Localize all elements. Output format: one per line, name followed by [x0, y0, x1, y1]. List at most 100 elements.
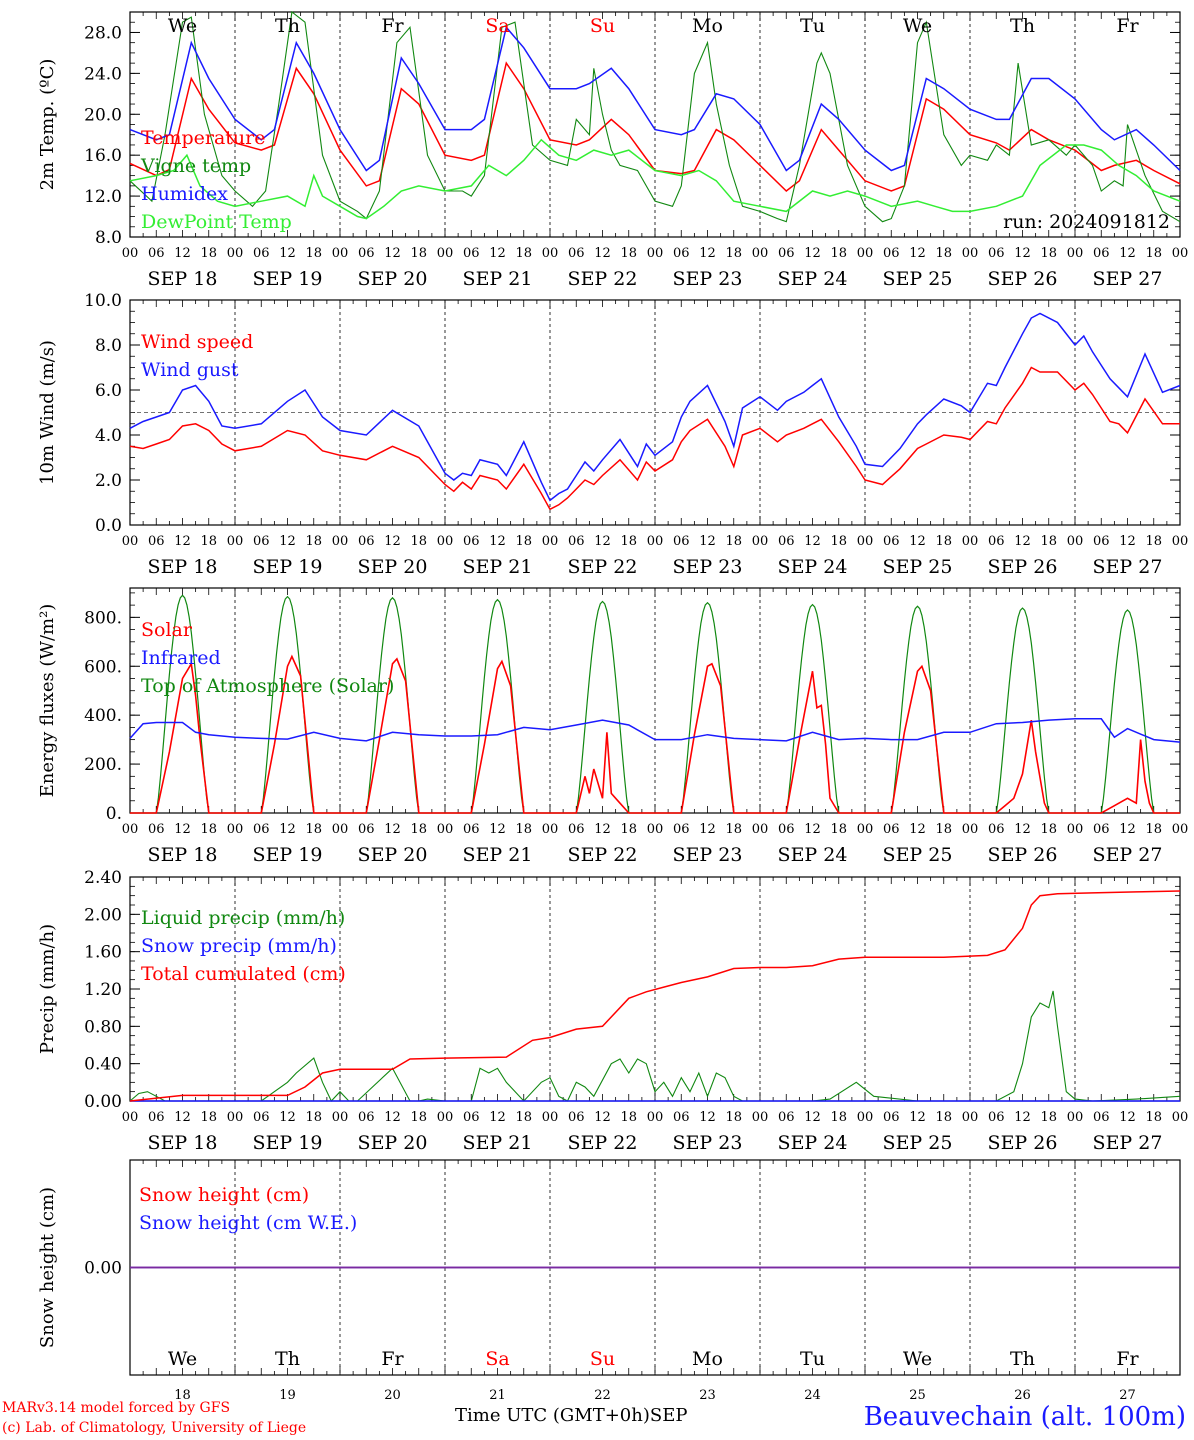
panel-2-hour-label: 12 [699, 822, 716, 837]
panel-0-hour-label: 18 [515, 246, 532, 261]
panel-1-hour-label: 06 [778, 534, 795, 549]
panel-4-y-tick-label: 0.00 [84, 1259, 122, 1279]
panel-1-hour-label: 18 [725, 534, 742, 549]
panel-3-hour-label: 12 [384, 1110, 401, 1125]
bottom-weekday-label: We [903, 1348, 932, 1370]
panel-0-hour-label: 18 [200, 246, 217, 261]
panel-4-legend-entry: Snow height (cm) [139, 1184, 309, 1206]
panel-2-hour-label: 00 [857, 822, 874, 837]
bottom-weekday-label: Fr [381, 1348, 404, 1370]
panel-2-hour-label: 06 [148, 822, 165, 837]
top-weekday-label: Th [275, 15, 300, 37]
panel-0-y-tick-label: 8.0 [95, 228, 122, 248]
panel-0-legend-entry: Vigne temp [140, 155, 251, 177]
panel-1-y-tick-label: 0.0 [95, 516, 122, 536]
panel-0-hour-label: 06 [358, 246, 375, 261]
solar-line-day-4 [550, 732, 655, 814]
panel-2-hour-label: 06 [358, 822, 375, 837]
panel-2-hour-label: 00 [227, 822, 244, 837]
panel-2-hour-label: 18 [1145, 822, 1162, 837]
panel-1-hour-label: 18 [305, 534, 322, 549]
panel-0-hour-label: 00 [332, 246, 349, 261]
panel-3-hour-label: 00 [122, 1110, 139, 1125]
panel-2-legend-entry: Top of Atmosphere (Solar) [141, 675, 394, 697]
solar-line-day-9 [1075, 739, 1180, 814]
month-label: SEP [649, 1405, 688, 1426]
panel-1-hour-label: 18 [410, 534, 427, 549]
solar-line-day-0 [130, 661, 235, 814]
panel-3-hour-label: 06 [148, 1110, 165, 1125]
panel-2-y-tick-label: 800. [84, 608, 122, 628]
panel-2-hour-label: 12 [384, 822, 401, 837]
bottom-day-number: 20 [384, 1388, 401, 1403]
panel-3-hour-label: 00 [1067, 1110, 1084, 1125]
panel-0-date-label: SEP 24 [778, 268, 848, 290]
panel-0-hour-label: 00 [1067, 246, 1084, 261]
panel-2-hour-label: 00 [542, 822, 559, 837]
station-label: Beauvechain (alt. 100m) [863, 1402, 1186, 1432]
panel-3-y-tick-label: 0.80 [84, 1017, 122, 1037]
panel-0-hour-label: 18 [1145, 246, 1162, 261]
panel-2-hour-label: 00 [1067, 822, 1084, 837]
panel-3-date-label: SEP 26 [988, 1132, 1058, 1154]
panel-2-hour-label: 06 [568, 822, 585, 837]
bottom-day-number: 21 [489, 1388, 506, 1403]
panel-3-y-tick-label: 0.40 [84, 1055, 122, 1075]
panel-3-date-label: SEP 21 [463, 1132, 533, 1154]
panel-1-date-label: SEP 20 [358, 556, 428, 578]
panel-0-hour-label: 12 [384, 246, 401, 261]
top-weekday-label: Sa [485, 15, 509, 37]
panel-2-hour-label: 18 [830, 822, 847, 837]
bottom-day-number: 22 [594, 1388, 611, 1403]
panel-2-hour-label: 00 [332, 822, 349, 837]
panel-2-hour-label: 00 [752, 822, 769, 837]
panel-3-hour-label: 00 [542, 1110, 559, 1125]
panel-3-y-label: Precip (mm/h) [37, 924, 58, 1054]
panel-0-hour-label: 12 [489, 246, 506, 261]
toa-solar-line-day-2 [340, 596, 445, 814]
panel-2-hour-label: 18 [1040, 822, 1057, 837]
panel-0-date-label: SEP 21 [463, 268, 533, 290]
panel-2-date-label: SEP 21 [463, 844, 533, 866]
panel-1-hour-label: 18 [830, 534, 847, 549]
panel-2-hour-label: 12 [909, 822, 926, 837]
panel-2-hour-label: 00 [437, 822, 454, 837]
panel-1-y-tick-label: 6.0 [95, 381, 122, 401]
solar-line-day-7 [865, 664, 970, 814]
panel-1-hour-label: 00 [227, 534, 244, 549]
panel-1-hour-label: 18 [200, 534, 217, 549]
panel-3-hour-label: 12 [279, 1110, 296, 1125]
time-axis-label: Time UTC (GMT+0h)SEP [455, 1405, 687, 1426]
panel-1-hour-label: 06 [883, 534, 900, 549]
panel-0-date-label: SEP 26 [988, 268, 1058, 290]
panel-1-legend-entry: Wind gust [141, 359, 239, 381]
panel-0-hour-label: 18 [725, 246, 742, 261]
solar-line-day-2 [340, 657, 445, 814]
panel-3-hour-label: 12 [174, 1110, 191, 1125]
panel-1-date-label: SEP 19 [253, 556, 323, 578]
panel-0-y-tick-label: 24.0 [84, 64, 122, 84]
panel-3-hour-label: 06 [1093, 1110, 1110, 1125]
bottom-day-number: 24 [804, 1388, 821, 1403]
panel-2-hour-label: 06 [778, 822, 795, 837]
panel-1-hour-label: 18 [620, 534, 637, 549]
panel-2-date-label: SEP 25 [883, 844, 953, 866]
bottom-day-number: 18 [174, 1388, 191, 1403]
panel-2-hour-label: 12 [174, 822, 191, 837]
panel-0-hour-label: 06 [253, 246, 270, 261]
panel-3-hour-label: 00 [437, 1110, 454, 1125]
panel-1-hour-label: 12 [279, 534, 296, 549]
panel-0-date-label: SEP 19 [253, 268, 323, 290]
panel-1-y-tick-label: 2.0 [95, 471, 122, 491]
model-credit: MARv3.14 model forced by GFS [2, 1400, 231, 1416]
panel-0-hour-label: 12 [804, 246, 821, 261]
toa-solar-line-day-4 [550, 600, 655, 814]
panel-2-hour-label: 06 [1093, 822, 1110, 837]
panel-2-hour-label: 00 [647, 822, 664, 837]
panel-3-hour-label: 06 [778, 1110, 795, 1125]
panel-1-date-label: SEP 27 [1093, 556, 1163, 578]
panel-0-hour-label: 18 [620, 246, 637, 261]
panel-0-hour-label: 06 [988, 246, 1005, 261]
panel-3-hour-label: 06 [988, 1110, 1005, 1125]
panel-1-hour-label: 06 [463, 534, 480, 549]
